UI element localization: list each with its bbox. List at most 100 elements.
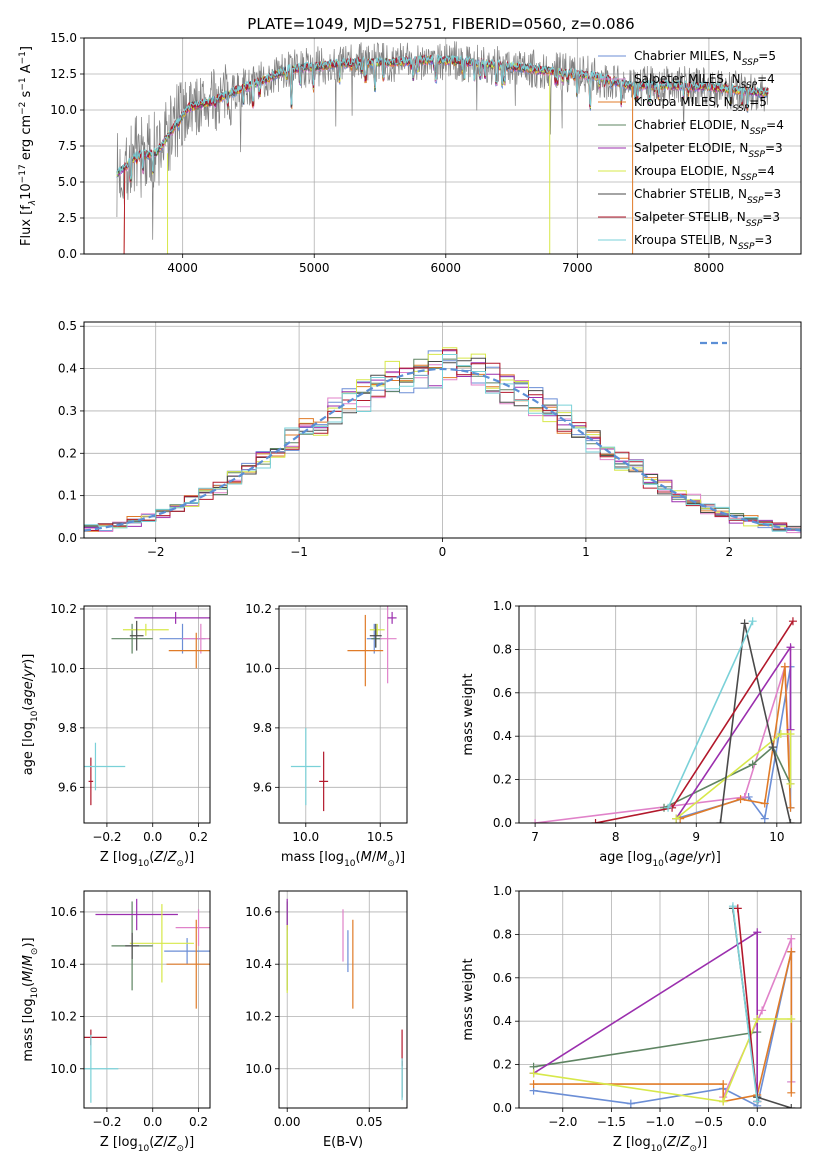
plot-area	[529, 902, 796, 1108]
weight-marker	[740, 619, 749, 628]
x-axis-label: Z [log10(Z/Z⊙)]	[100, 850, 194, 869]
panel-residuals: −2 −1 0 1 2 0.0 0.1 0.2 0.3 0.4 0.5	[58, 319, 802, 559]
weight-line-kroupa_miles	[679, 666, 792, 820]
x-tick-label: 10	[769, 830, 784, 844]
observed-spectrum	[116, 41, 769, 240]
x-tick-label: −0.5	[694, 1115, 723, 1129]
axes-frame	[83, 890, 211, 1109]
x-tick-label: 10.0	[292, 830, 319, 844]
y-tick-label: 0.4	[493, 729, 512, 743]
panel-age-vs-mass: 10.0 10.5 9.6 9.8 10.0 10.2 mass [log10(M/M⊙)]	[245, 602, 408, 869]
weight-line-kroupa_stelib	[732, 906, 758, 1102]
legend-entry: Kroupa MILES, NSSP=5	[634, 95, 767, 114]
x-axis-label: mass [log10(M/M⊙)]	[281, 850, 405, 869]
weight-marker	[787, 1015, 796, 1024]
weight-marker	[591, 819, 600, 823]
x-tick-label: 9	[692, 830, 700, 844]
x-tick-label: 8000	[694, 261, 725, 275]
x-tick-label: −2	[147, 545, 165, 559]
x-tick-label: 0.2	[189, 1115, 208, 1129]
y-tick-label: 9.8	[58, 721, 77, 735]
plot-area	[84, 611, 210, 806]
y-tick-label: 0.2	[493, 773, 512, 787]
y-tick-label: 0.0	[58, 531, 77, 545]
weight-marker	[760, 814, 769, 823]
legend-entry: Kroupa ELODIE, NSSP=4	[634, 164, 775, 183]
x-tick-label: 0	[439, 545, 447, 559]
weight-marker	[760, 799, 769, 808]
weight-marker	[758, 1006, 767, 1015]
legend-entry: Chabrier ELODIE, NSSP=4	[634, 118, 784, 137]
y-tick-label: 10.2	[245, 1009, 272, 1023]
weight-marker	[776, 730, 785, 739]
y-tick-label: 10.2	[50, 1009, 77, 1023]
y-tick-label: 10.0	[50, 103, 77, 117]
x-tick-label: 7000	[562, 261, 593, 275]
x-tick-label: 8	[612, 830, 620, 844]
y-tick-label: 0.2	[493, 1058, 512, 1072]
panel-weight-vs-age: 7 8 9 10 0.0 0.2 0.4 0.6 0.8 1.0 age [log10(age/yr…	[461, 599, 802, 869]
weight-marker	[788, 617, 797, 626]
y-tick-label: 10.4	[245, 957, 272, 971]
weight-marker	[531, 819, 540, 823]
legend-entry: Chabrier STELIB, NSSP=3	[634, 187, 781, 206]
panel-mass-vs-Z: −0.2 0.0 0.2 10.0 10.2 10.4 10.6 Z [log10(Z/Z⊙)…	[21, 890, 211, 1154]
y-tick-label: 0.3	[58, 404, 77, 418]
weight-marker	[748, 617, 757, 626]
weight-marker	[672, 814, 681, 823]
weight-marker	[768, 743, 777, 752]
x-tick-label: 5000	[299, 261, 330, 275]
y-tick-label: 10.0	[245, 1062, 272, 1076]
plot-area	[286, 898, 403, 1101]
x-tick-label: 0.0	[143, 1115, 162, 1129]
x-tick-label: −1.0	[645, 1115, 674, 1129]
weight-marker	[787, 1104, 796, 1108]
weight-marker	[748, 760, 757, 769]
weight-marker	[786, 779, 795, 788]
weight-marker	[529, 1069, 538, 1078]
y-tick-label: 10.6	[50, 905, 77, 919]
y-tick-label: 0.0	[493, 1101, 512, 1115]
x-tick-label: −1	[290, 545, 308, 559]
weight-line-salpeter_elodie	[675, 644, 792, 820]
y-tick-label: 2.5	[58, 211, 77, 225]
y-axis-label: age [log10(age/yr)]	[21, 654, 40, 776]
y-tick-label: 0.5	[58, 319, 77, 333]
weight-marker	[753, 1097, 762, 1106]
legend-entry: Salpeter MILES, NSSP=4	[634, 72, 775, 91]
legend-entry: Kroupa STELIB, NSSP=3	[634, 233, 772, 252]
y-tick-label: 10.2	[50, 602, 77, 616]
axes-frame	[278, 605, 408, 824]
x-axis-label: age [log10(age/yr)]	[599, 850, 721, 869]
weight-marker	[786, 819, 795, 823]
weight-line-kroupa_elodie	[533, 1018, 792, 1103]
y-tick-label: 9.6	[58, 780, 77, 794]
weight-line-kroupa_elodie	[675, 733, 792, 820]
y-axis-label: mass [log10(M/M⊙)]	[21, 937, 40, 1061]
panel-weight-vs-Z: −2.0 −1.5 −1.0 −0.5 0.0 0.0 0.2 0.4 0.6 0.8 1.0 Z […	[461, 884, 802, 1154]
y-tick-label: 9.6	[253, 780, 272, 794]
x-tick-label: 0.0	[143, 830, 162, 844]
x-tick-label: −0.2	[92, 830, 121, 844]
y-tick-label: 12.5	[50, 67, 77, 81]
weight-marker	[733, 904, 742, 913]
y-tick-label: 10.0	[50, 661, 77, 675]
x-tick-label: −0.2	[92, 1115, 121, 1129]
weight-marker	[786, 730, 795, 739]
x-tick-label: 6000	[431, 261, 462, 275]
weight-marker	[736, 795, 745, 804]
y-tick-label: 0.1	[58, 489, 77, 503]
y-tick-label: 0.4	[58, 362, 77, 376]
weight-marker	[786, 643, 795, 652]
y-tick-label: 0.6	[493, 971, 512, 985]
y-tick-label: 1.0	[493, 884, 512, 898]
y-tick-label: 0.8	[493, 927, 512, 941]
legend-entry: Salpeter ELODIE, NSSP=3	[634, 141, 783, 160]
y-tick-label: 7.5	[58, 139, 77, 153]
axes-frame	[518, 605, 802, 824]
weight-line-salpeter_elodie	[533, 930, 758, 1102]
y-tick-label: 0.2	[58, 446, 77, 460]
histogram-kroupa_stelib	[84, 354, 801, 532]
normal-curve	[84, 367, 801, 532]
